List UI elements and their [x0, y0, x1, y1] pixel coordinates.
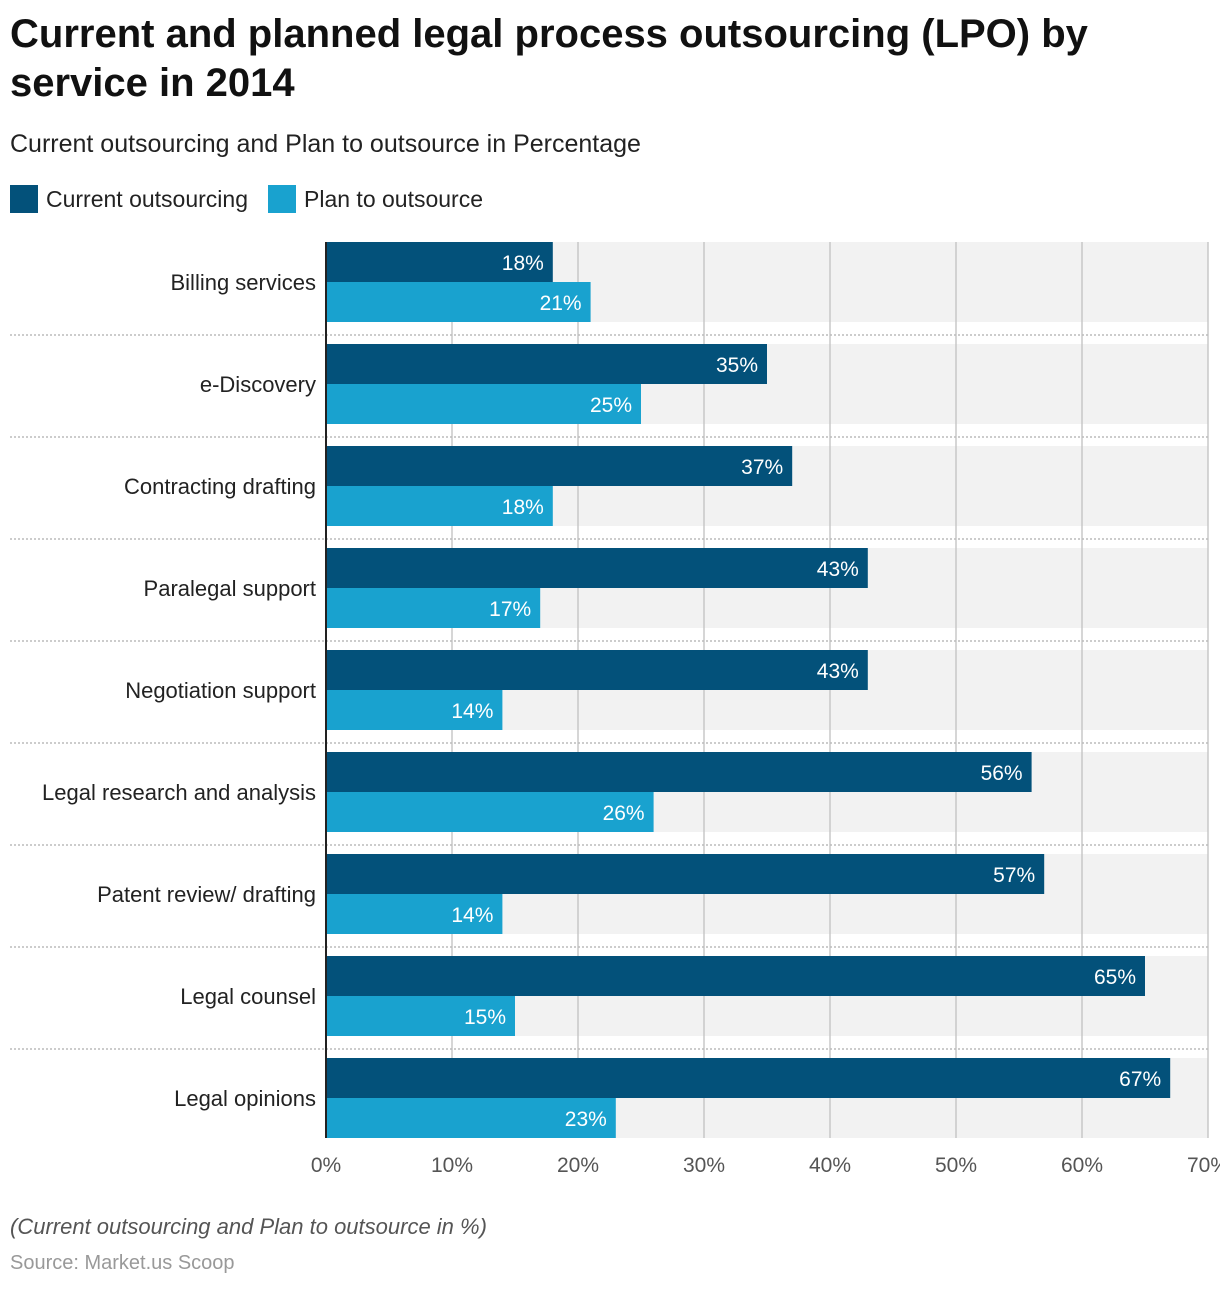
category-label: Legal opinions — [174, 1086, 316, 1111]
x-tick-label: 40% — [809, 1154, 851, 1177]
legend-swatch-plan — [268, 185, 296, 213]
bar-current — [326, 956, 1145, 996]
x-tick-label: 30% — [683, 1154, 725, 1177]
bar-current — [326, 1058, 1171, 1098]
bar-current — [326, 854, 1045, 894]
category-label: Negotiation support — [125, 678, 316, 703]
bar-plan — [326, 996, 515, 1036]
bar-current — [326, 446, 793, 486]
data-label: 43% — [817, 660, 859, 683]
category-label: Legal research and analysis — [42, 780, 316, 805]
x-tick-label: 60% — [1061, 1154, 1103, 1177]
data-label: 35% — [716, 354, 758, 377]
data-label: 56% — [981, 762, 1023, 785]
data-label: 67% — [1119, 1068, 1161, 1091]
chart-title: Current and planned legal process outsou… — [10, 12, 1088, 105]
legend-item-current: Current outsourcing — [10, 185, 248, 213]
data-label: 57% — [993, 864, 1035, 887]
data-label: 26% — [603, 802, 645, 825]
bar-plan — [326, 384, 641, 424]
bar-plan — [326, 1098, 616, 1138]
x-tick-label: 10% — [431, 1154, 473, 1177]
data-label: 15% — [464, 1006, 506, 1029]
bar-plan — [326, 282, 591, 322]
bar-plan — [326, 588, 541, 628]
x-tick-label: 20% — [557, 1154, 599, 1177]
data-label: 17% — [489, 598, 531, 621]
data-label: 18% — [502, 252, 544, 275]
data-label: 18% — [502, 496, 544, 519]
bar-plan — [326, 792, 654, 832]
bar-current — [326, 752, 1032, 792]
data-label: 37% — [741, 456, 783, 479]
category-label: Legal counsel — [180, 984, 316, 1009]
category-label: e-Discovery — [200, 372, 316, 397]
bar-current — [326, 242, 553, 282]
bar-plan — [326, 486, 553, 526]
chart-note: (Current outsourcing and Plan to outsour… — [10, 1214, 487, 1239]
category-label: Patent review/ drafting — [97, 882, 316, 907]
bar-current — [326, 650, 868, 690]
legend-label-current: Current outsourcing — [46, 185, 248, 212]
bar-plan — [326, 894, 503, 934]
legend-swatch-current — [10, 185, 38, 213]
data-label: 43% — [817, 558, 859, 581]
x-tick-label: 0% — [311, 1154, 341, 1177]
bar-plan — [326, 690, 503, 730]
legend: Current outsourcing Plan to outsource — [10, 185, 483, 213]
data-label: 65% — [1094, 966, 1136, 989]
category-label: Contracting drafting — [124, 474, 316, 499]
data-label: 23% — [565, 1108, 607, 1131]
chart-source: Source: Market.us Scoop — [10, 1252, 235, 1274]
data-label: 14% — [451, 904, 493, 927]
bar-current — [326, 548, 868, 588]
x-tick-label: 50% — [935, 1154, 977, 1177]
chart-subtitle: Current outsourcing and Plan to outsourc… — [10, 130, 641, 158]
category-label: Billing services — [171, 270, 317, 295]
bar-current — [326, 344, 767, 384]
data-label: 25% — [590, 394, 632, 417]
category-label: Paralegal support — [144, 576, 316, 601]
legend-label-plan: Plan to outsource — [304, 185, 484, 212]
legend-item-plan: Plan to outsource — [268, 185, 483, 213]
data-label: 21% — [540, 292, 582, 315]
x-tick-label: 70% — [1187, 1154, 1220, 1177]
data-label: 14% — [451, 700, 493, 723]
